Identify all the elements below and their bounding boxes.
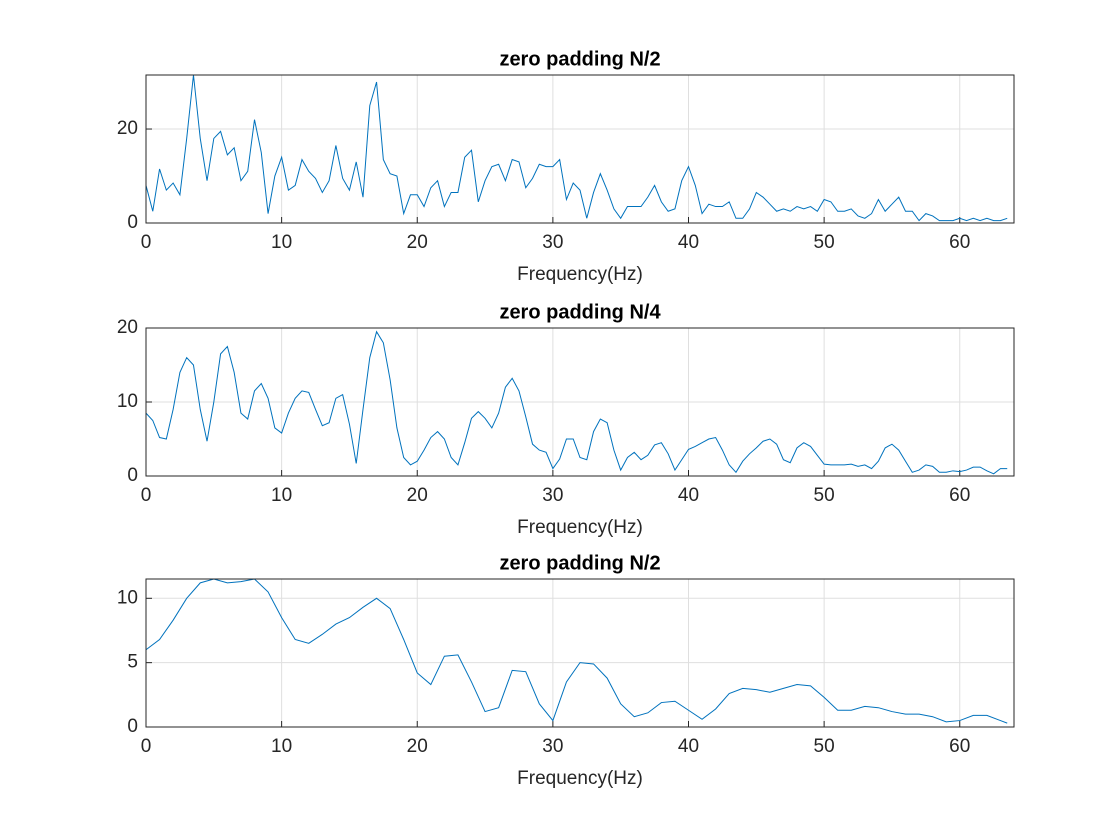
chart-title: zero padding N/4 [499, 301, 661, 323]
x-tick-label: 20 [407, 485, 428, 506]
x-tick-label: 0 [141, 232, 152, 253]
y-tick-label: 10 [117, 391, 138, 412]
data-line [145, 578, 1008, 724]
y-tick-label: 0 [127, 465, 138, 486]
x-axis-label: Frequency(Hz) [517, 768, 643, 789]
chart-title: zero padding N/2 [499, 552, 660, 574]
data-line [145, 330, 1008, 475]
y-tick-label: 20 [117, 317, 138, 338]
y-tick-label: 0 [127, 716, 138, 737]
x-tick-label: 20 [407, 232, 428, 253]
chart-title: zero padding N/2 [499, 48, 660, 70]
axes-box [145, 327, 1015, 477]
x-tick-label: 0 [141, 736, 152, 757]
x-tick-label: 30 [542, 736, 563, 757]
y-tick-label: 20 [117, 118, 138, 139]
x-tick-label: 20 [407, 736, 428, 757]
axes-box [145, 74, 1015, 224]
plot-area [146, 579, 1014, 727]
x-tick-label: 40 [678, 485, 699, 506]
x-tick-label: 60 [949, 736, 970, 757]
x-tick-label: 0 [141, 485, 152, 506]
x-tick-label: 40 [678, 232, 699, 253]
x-axis-label: Frequency(Hz) [517, 264, 643, 285]
x-tick-label: 10 [271, 736, 292, 757]
y-tick-label: 0 [127, 212, 138, 233]
x-tick-label: 30 [542, 232, 563, 253]
x-tick-label: 50 [814, 232, 835, 253]
x-tick-label: 30 [542, 485, 563, 506]
y-tick-label: 10 [117, 587, 138, 608]
x-tick-label: 60 [949, 232, 970, 253]
x-tick-label: 50 [814, 485, 835, 506]
x-tick-label: 10 [271, 485, 292, 506]
x-axis-label: Frequency(Hz) [517, 517, 643, 538]
data-line [145, 74, 1008, 222]
x-tick-label: 50 [814, 736, 835, 757]
x-tick-label: 10 [271, 232, 292, 253]
x-tick-label: 60 [949, 485, 970, 506]
x-tick-label: 40 [678, 736, 699, 757]
y-tick-label: 5 [127, 652, 138, 673]
plot-area [146, 75, 1014, 223]
axes-box [145, 578, 1015, 728]
